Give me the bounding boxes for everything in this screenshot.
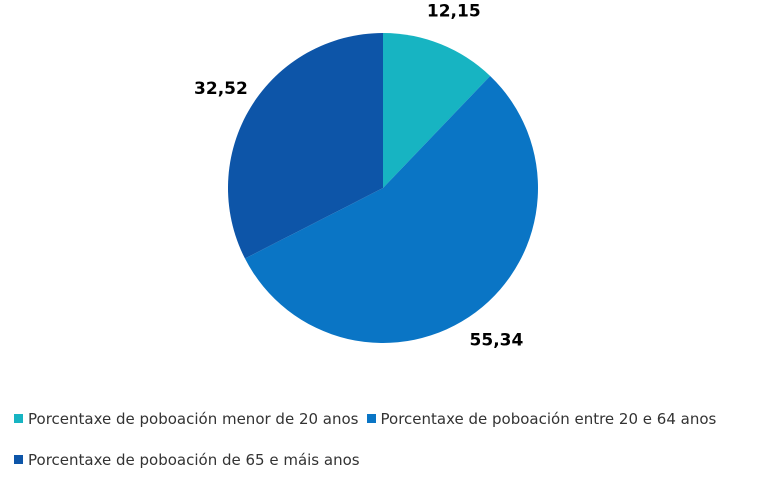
pie-slice [227,33,383,259]
chart: {"chart_data": {"type": "pie", "categori… [14,2,716,469]
data-label: 55,34 [470,330,524,350]
pie-slice [244,76,538,343]
legend-label: Porcentaxe de poboación menor de 20 anos [28,409,359,428]
legend-item: Porcentaxe de poboación menor de 20 anos [14,398,359,439]
data-label: 32,52 [194,79,248,99]
legend-swatch [366,414,376,423]
legend-label: Porcentaxe de poboación entre 20 e 64 an… [380,409,717,428]
data-label: 12,15 [427,2,481,22]
legend-swatch [14,455,23,464]
legend-label: Porcentaxe de poboación de 65 e máis ano… [28,450,360,469]
legend-item: Porcentaxe de poboación de 65 e máis ano… [14,439,360,480]
pie-slice [383,33,491,188]
pie-area: 12,15 55,34 32,52 [194,2,538,350]
legend: Porcentaxe de poboación menor de 20 anos… [14,398,764,480]
legend-item: Porcentaxe de poboación entre 20 e 64 an… [366,398,717,439]
legend-swatch [14,414,23,423]
